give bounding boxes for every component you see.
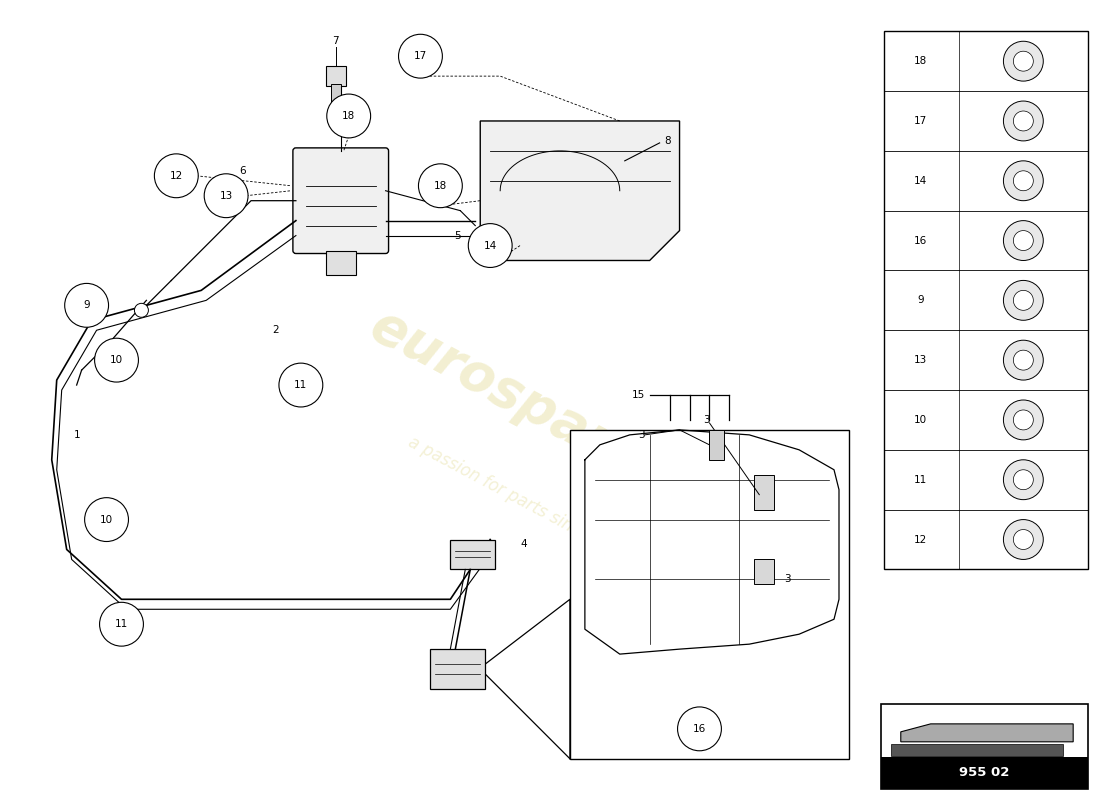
Text: 10: 10 <box>100 514 113 525</box>
Text: 13: 13 <box>914 355 927 365</box>
Bar <box>881 757 1088 789</box>
Circle shape <box>1013 350 1033 370</box>
Circle shape <box>1003 400 1043 440</box>
Bar <box>430 649 485 689</box>
Circle shape <box>1013 111 1033 131</box>
Text: 1: 1 <box>74 430 80 440</box>
Circle shape <box>1003 42 1043 81</box>
Text: 14: 14 <box>484 241 497 250</box>
Bar <box>326 66 345 86</box>
Bar <box>450 539 495 570</box>
Circle shape <box>1013 230 1033 250</box>
Text: 14: 14 <box>914 176 927 186</box>
Circle shape <box>1003 221 1043 261</box>
Circle shape <box>418 164 462 208</box>
Text: 18: 18 <box>342 111 355 121</box>
Text: 7: 7 <box>332 36 339 46</box>
Circle shape <box>65 283 109 327</box>
Text: 6: 6 <box>240 166 246 176</box>
Bar <box>755 474 774 510</box>
Text: 17: 17 <box>414 51 427 61</box>
Text: 10: 10 <box>110 355 123 365</box>
Bar <box>881 704 1088 789</box>
Polygon shape <box>481 121 680 261</box>
Bar <box>710 430 725 460</box>
Text: 3: 3 <box>703 415 710 425</box>
Text: 9: 9 <box>917 295 924 306</box>
Text: eurospares: eurospares <box>361 298 680 502</box>
Text: 10: 10 <box>914 415 927 425</box>
Text: 18: 18 <box>914 56 927 66</box>
Bar <box>331 84 341 106</box>
FancyBboxPatch shape <box>293 148 388 254</box>
Text: 11: 11 <box>294 380 308 390</box>
Text: a passion for parts since 1985: a passion for parts since 1985 <box>405 433 635 566</box>
Circle shape <box>95 338 139 382</box>
Circle shape <box>1013 470 1033 490</box>
Text: 13: 13 <box>220 190 233 201</box>
Circle shape <box>1003 101 1043 141</box>
Text: 18: 18 <box>433 181 447 190</box>
Circle shape <box>85 498 129 542</box>
Circle shape <box>279 363 322 407</box>
Text: 12: 12 <box>914 534 927 545</box>
Bar <box>891 744 1064 756</box>
Text: 11: 11 <box>914 474 927 485</box>
Bar <box>570 430 849 758</box>
Circle shape <box>678 707 722 750</box>
Text: 9: 9 <box>84 300 90 310</box>
Text: 3: 3 <box>784 574 791 584</box>
Circle shape <box>398 34 442 78</box>
Text: 8: 8 <box>664 136 671 146</box>
Circle shape <box>205 174 249 218</box>
Polygon shape <box>901 724 1074 742</box>
Text: 11: 11 <box>114 619 128 630</box>
Circle shape <box>134 303 148 318</box>
Circle shape <box>154 154 198 198</box>
Circle shape <box>1013 170 1033 190</box>
Text: 5: 5 <box>453 230 460 241</box>
Circle shape <box>1003 460 1043 500</box>
Circle shape <box>327 94 371 138</box>
Text: 17: 17 <box>914 116 927 126</box>
Circle shape <box>1013 530 1033 550</box>
Circle shape <box>100 602 143 646</box>
Circle shape <box>1003 161 1043 201</box>
Bar <box>883 31 1088 570</box>
Text: 3: 3 <box>638 430 645 440</box>
Circle shape <box>1003 281 1043 320</box>
Text: 15: 15 <box>631 390 645 400</box>
Text: 12: 12 <box>169 170 183 181</box>
Text: 4: 4 <box>520 539 527 550</box>
Bar <box>755 559 774 584</box>
Text: 2: 2 <box>273 326 279 335</box>
Circle shape <box>1013 290 1033 310</box>
Text: 16: 16 <box>914 235 927 246</box>
Circle shape <box>1013 51 1033 71</box>
Circle shape <box>1003 519 1043 559</box>
Bar <box>326 250 355 275</box>
Text: 955 02: 955 02 <box>959 766 1010 779</box>
Circle shape <box>1003 340 1043 380</box>
Circle shape <box>1013 410 1033 430</box>
Text: 16: 16 <box>693 724 706 734</box>
Circle shape <box>469 224 513 267</box>
